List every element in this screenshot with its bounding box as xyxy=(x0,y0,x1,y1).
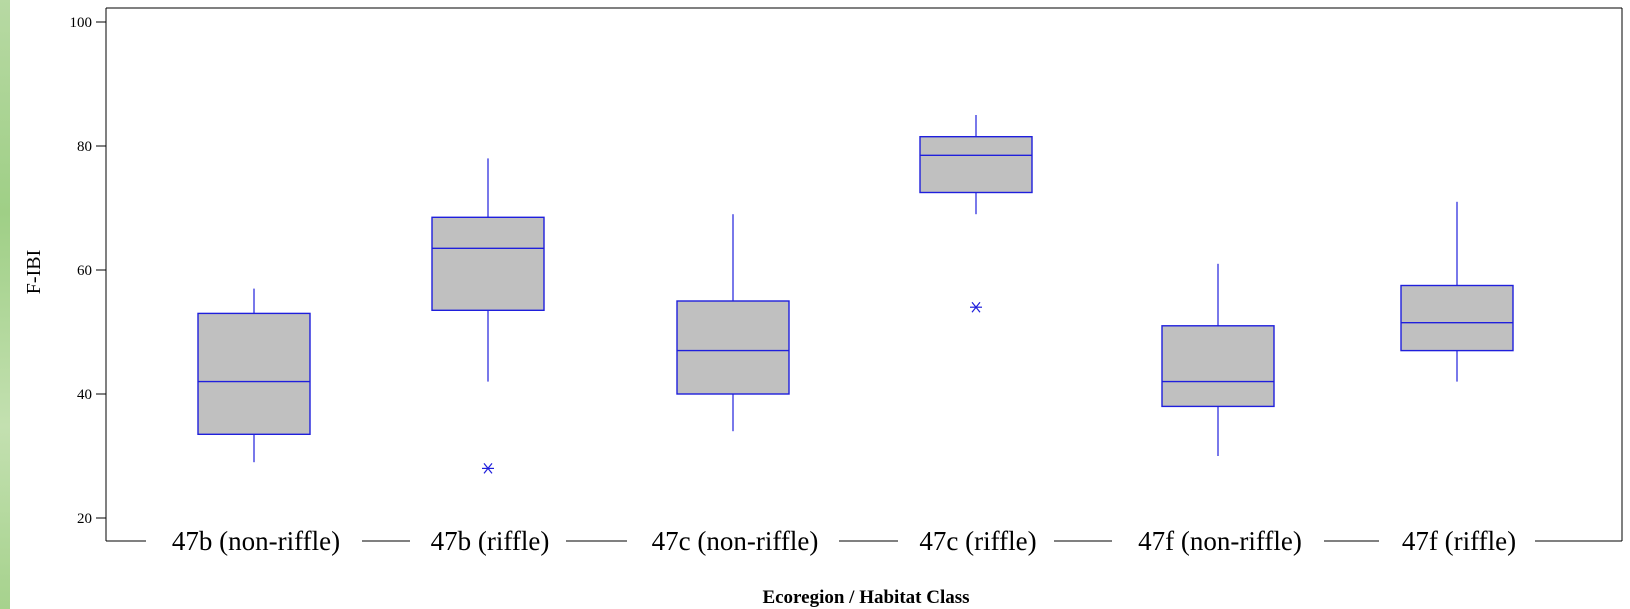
box-group-6 xyxy=(1400,201,1514,382)
outlier-stroke xyxy=(971,301,981,313)
outlier-stroke xyxy=(483,463,493,474)
y-tick-label-20: 20 xyxy=(77,511,92,527)
box-group-1 xyxy=(197,288,311,463)
iqr-box xyxy=(1400,284,1514,352)
y-axis-title: F-IBI xyxy=(23,250,45,294)
x-axis-title: Ecoregion / Habitat Class xyxy=(762,587,969,608)
decorative-strip xyxy=(0,0,10,609)
category-label-5: 47f (non-riffle) xyxy=(1138,526,1302,556)
plot-frame xyxy=(105,7,1623,541)
iqr-box xyxy=(676,300,790,395)
y-tick-label-100: 100 xyxy=(70,15,93,31)
box-group-3 xyxy=(676,214,790,432)
box-group-5 xyxy=(1161,263,1275,456)
iqr-box xyxy=(919,135,1033,194)
outlier-marker xyxy=(970,301,982,313)
category-label-6: 47f (riffle) xyxy=(1402,526,1516,556)
category-label-4: 47c (riffle) xyxy=(919,526,1036,556)
iqr-box xyxy=(197,312,311,435)
iqr-box xyxy=(431,216,545,312)
category-label-1: 47b (non-riffle) xyxy=(172,526,340,556)
boxes-layer xyxy=(197,115,1514,474)
y-axis-ticks: 20 40 60 80 100 xyxy=(70,15,106,527)
outlier-marker xyxy=(482,463,494,474)
category-label-2: 47b (riffle) xyxy=(431,526,550,556)
y-tick-label-80: 80 xyxy=(77,139,92,155)
iqr-box xyxy=(1161,325,1275,408)
y-tick-label-60: 60 xyxy=(77,263,92,279)
category-label-3: 47c (non-riffle) xyxy=(652,526,819,556)
x-axis: 47b (non-riffle) 47b (riffle) 47c (non-rif… xyxy=(106,526,1622,556)
y-tick-label-40: 40 xyxy=(77,387,92,403)
box-group-4 xyxy=(919,115,1033,313)
box-group-2 xyxy=(431,158,545,474)
